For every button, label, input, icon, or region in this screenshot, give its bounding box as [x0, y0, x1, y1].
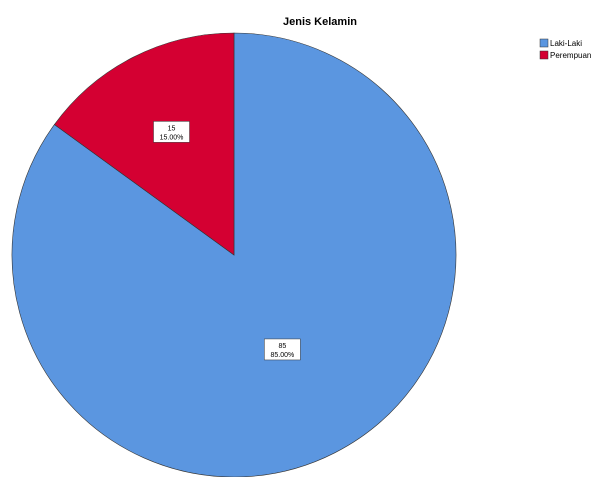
data-label-box — [264, 338, 301, 361]
data-label-count: 15 — [168, 125, 176, 132]
legend-label-laki-laki: Laki-Laki — [550, 39, 582, 48]
pie-slices — [11, 32, 457, 477]
data-label-laki-laki: 85 85.00% — [264, 338, 301, 361]
data-label-percent: 15.00% — [160, 134, 184, 141]
data-label-perempuan: 15 15.00% — [153, 121, 190, 143]
legend: Laki-Laki Perempuan — [539, 38, 591, 60]
legend-label-perempuan: Perempuan — [550, 51, 591, 60]
pie-slice-perempuan — [53, 32, 235, 256]
data-label-count: 85 — [278, 343, 286, 350]
data-label-box — [153, 121, 190, 143]
data-label-percent: 85.00% — [271, 352, 295, 359]
legend-swatch-laki-laki — [539, 38, 549, 48]
chart-title: Jenis Kelamin — [283, 16, 357, 28]
legend-swatch-perempuan — [539, 50, 549, 60]
pie-data-labels: 85 85.00% 15 15.00% — [153, 121, 301, 361]
